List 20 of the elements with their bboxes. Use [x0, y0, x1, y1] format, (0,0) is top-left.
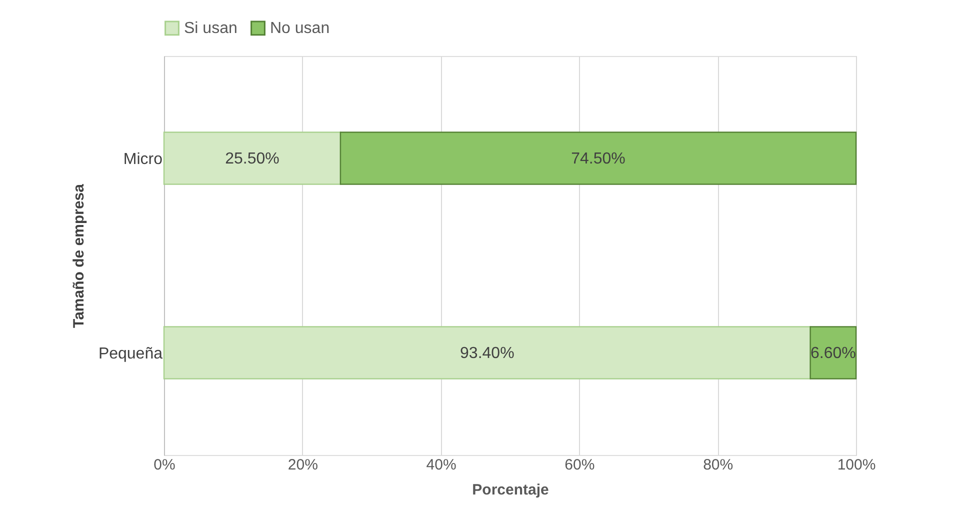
y-tick-label: Pequeña [98, 345, 163, 362]
x-tick-label: 20% [288, 456, 318, 474]
y-tick-label: Micro [123, 150, 163, 168]
data-label: 93.40% [460, 344, 514, 362]
x-tick-label: 100% [837, 456, 876, 474]
x-tick-label: 0% [154, 456, 176, 474]
x-axis-title: Porcentaje [472, 482, 549, 498]
x-tick-label: 40% [426, 456, 456, 474]
x-tick-label: 60% [564, 456, 595, 474]
data-label: 25.50% [225, 150, 280, 168]
x-tick-label: 80% [703, 456, 734, 474]
bar [163, 132, 342, 185]
bar [340, 132, 857, 185]
legend-label: No usan [270, 20, 330, 38]
bar [810, 326, 857, 380]
y-axis-title: Tamaño de empresa [70, 183, 88, 328]
legend-label: Si usan [184, 20, 238, 38]
bar [163, 326, 811, 380]
data-label: 74.50% [571, 150, 626, 168]
data-label: 6.60% [810, 344, 856, 362]
